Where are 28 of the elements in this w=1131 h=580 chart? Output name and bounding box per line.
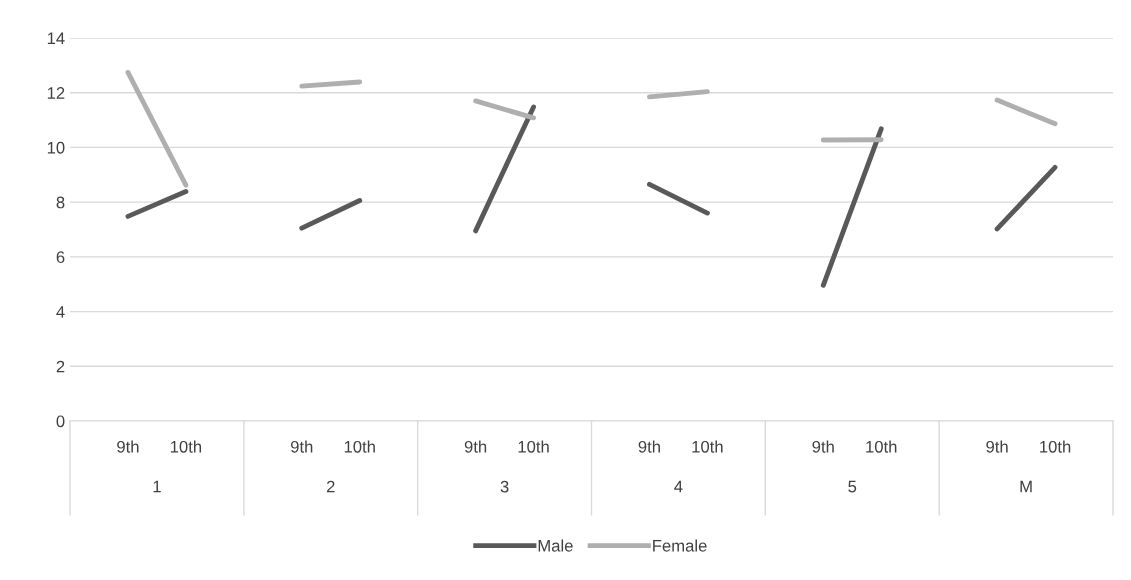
legend-label: Female bbox=[653, 539, 707, 552]
y-tick-label: 14 bbox=[47, 32, 65, 45]
x-tick-label: 10th bbox=[518, 440, 549, 453]
x-tick-label: 9th bbox=[812, 440, 834, 453]
text: 1 bbox=[153, 480, 161, 493]
legend-label: Male bbox=[538, 539, 573, 552]
text: 5 bbox=[848, 480, 857, 493]
y-tick-label: 2 bbox=[56, 360, 65, 373]
y-tick-label: 4 bbox=[56, 306, 65, 318]
x-tick-label: 9th bbox=[986, 440, 1008, 453]
x-tick-label: 10th bbox=[692, 440, 723, 453]
x-tick-label: 10th bbox=[344, 440, 375, 453]
x-tick-label: 9th bbox=[638, 440, 660, 453]
x-tick-label: 10th bbox=[170, 440, 202, 453]
x-tick-label: 10th bbox=[1040, 440, 1071, 453]
x-tick-label: 9th bbox=[290, 440, 313, 453]
y-tick-label: 0 bbox=[56, 415, 65, 428]
text: 3 bbox=[500, 480, 509, 493]
y-tick-label: 6 bbox=[56, 251, 65, 264]
text: 2 bbox=[326, 480, 335, 493]
x-tick-label: 9th bbox=[117, 440, 139, 453]
y-tick-label: 10 bbox=[47, 141, 65, 154]
x-tick-label: 9th bbox=[464, 440, 487, 453]
y-tick-label: 8 bbox=[56, 196, 65, 209]
y-tick-label: 12 bbox=[47, 87, 65, 99]
text: 4 bbox=[674, 480, 683, 493]
text: M bbox=[1020, 480, 1032, 493]
x-tick-label: 10th bbox=[866, 440, 897, 453]
